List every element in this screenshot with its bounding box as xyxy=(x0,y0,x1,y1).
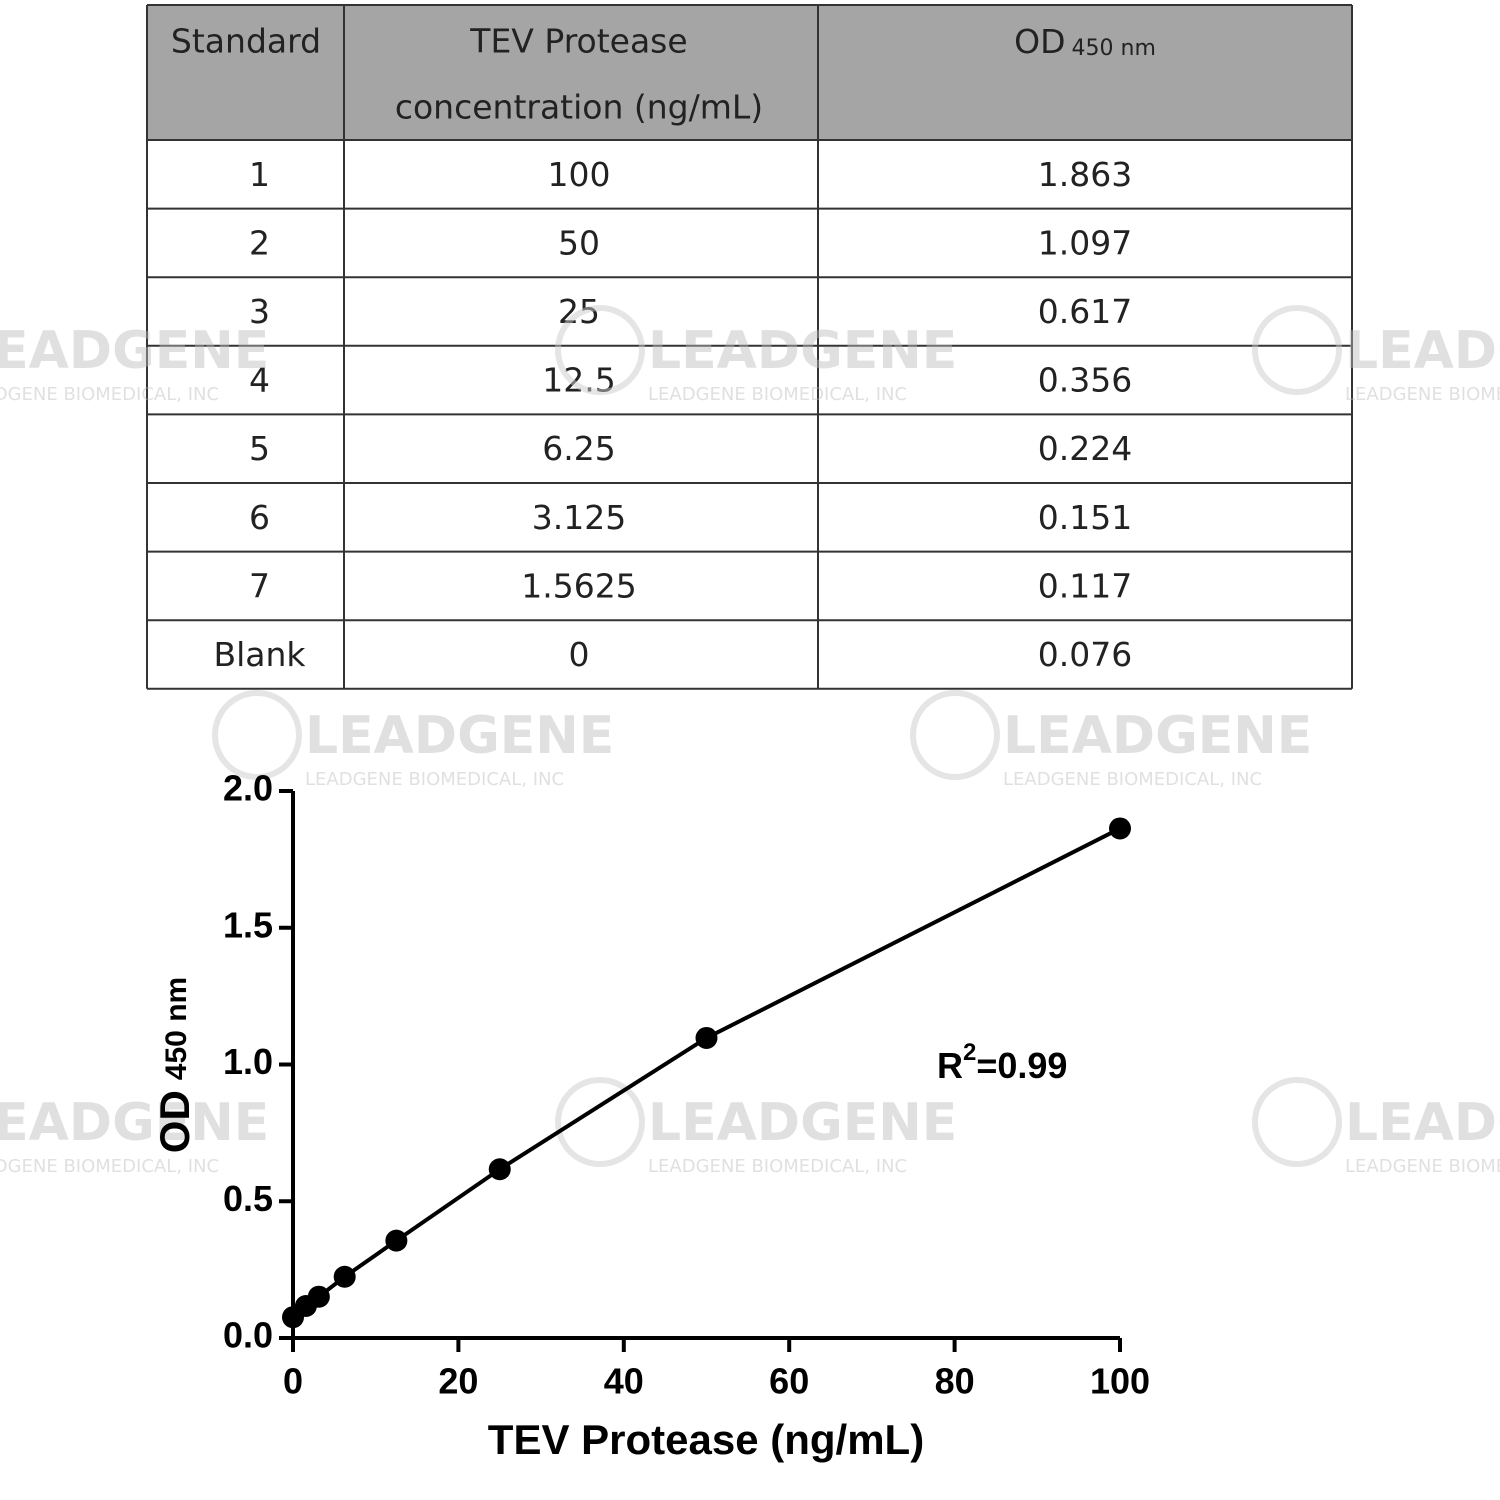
y-tick-label: 1.0 xyxy=(223,1041,273,1082)
watermark-brand: LEADGENE xyxy=(1345,1093,1500,1153)
table: Standard TEV Protease concentration (ng/mL… xyxy=(146,4,1353,690)
annotation-base: R xyxy=(937,1045,963,1086)
watermark-company: LEADGENE BIOMEDICAL, INC xyxy=(1003,769,1262,790)
watermark-company: LEADGENE BIOMEDICAL, INC xyxy=(1345,384,1500,405)
table-cell: 4 xyxy=(249,361,270,400)
x-tick-label: 80 xyxy=(935,1361,975,1402)
watermark: LEADGENE LEADGENE BIOMEDICAL, INC xyxy=(555,1077,957,1177)
watermark: LEADGENE LEADGENE BIOMEDICAL, INC xyxy=(0,1093,269,1177)
table-cell: 3 xyxy=(249,292,270,331)
x-tick-label: 0 xyxy=(283,1361,303,1402)
watermark-logo xyxy=(910,690,1000,780)
header-sub: 450 nm xyxy=(1072,36,1156,61)
table-cell: 2 xyxy=(249,223,270,262)
table-cell: Blank xyxy=(213,635,306,674)
table-cell: 6 xyxy=(249,498,270,537)
table-cell: 7 xyxy=(249,566,270,605)
table-cell: 0.617 xyxy=(1038,292,1132,331)
header-text: OD xyxy=(1014,22,1065,61)
watermark-brand: LEADGENE xyxy=(1345,321,1500,381)
data-point xyxy=(695,1026,718,1049)
table-cell: 5 xyxy=(249,429,270,468)
header-cell: concentration (ng/mL) xyxy=(395,88,763,127)
x-tick-label: 100 xyxy=(1090,1361,1150,1402)
data-point xyxy=(1109,817,1131,840)
watermark-logo xyxy=(555,1077,645,1167)
y-axis-title: OD 450 nm xyxy=(151,977,198,1153)
header-cell: Standard xyxy=(171,22,321,61)
data-point xyxy=(282,1306,304,1329)
watermark-brand: LEADGENE xyxy=(0,321,269,381)
table-cell: 0.076 xyxy=(1038,635,1132,674)
data-point xyxy=(488,1158,511,1181)
header-cell: OD 450 nm xyxy=(1014,22,1156,62)
y-axis-title-text: OD xyxy=(151,1090,198,1153)
watermark-company: LEADGENE BIOMEDICAL, INC xyxy=(1345,1156,1500,1177)
watermark: LEADGENE LEADGENE BIOMEDICAL, INC xyxy=(910,690,1312,790)
x-tick-label: 20 xyxy=(438,1361,478,1402)
watermark: LEADGENE LEADGENE BIOMEDICAL, INC xyxy=(1252,305,1500,405)
watermark-logo xyxy=(1252,1077,1342,1167)
watermark-company: LEADGENE BIOMEDICAL, INC xyxy=(0,384,219,405)
table-cell: 0 xyxy=(569,635,590,674)
table-cell: 3.125 xyxy=(532,498,626,537)
watermark: LEADGENE LEADGENE BIOMEDICAL, INC xyxy=(555,305,957,405)
data-point xyxy=(385,1229,408,1252)
data-point xyxy=(333,1265,356,1288)
y-tick-label: 0.0 xyxy=(223,1315,273,1356)
watermark-company: LEADGENE BIOMEDICAL, INC xyxy=(648,384,907,405)
header-bg xyxy=(147,5,1352,140)
header-cell: TEV Protease xyxy=(469,22,687,61)
y-tick-label: 1.5 xyxy=(223,904,273,945)
table-cell: 1.5625 xyxy=(521,566,636,605)
x-axis-title: TEV Protease (ng/mL) xyxy=(488,1416,924,1463)
watermark: LEADGENE LEADGENE BIOMEDICAL, INC xyxy=(212,690,614,790)
annotation: R2=0.99 xyxy=(937,1039,1067,1085)
x-tick-label: 60 xyxy=(769,1361,809,1402)
watermark-brand: LEADGENE xyxy=(648,321,957,381)
watermark-company: LEADGENE BIOMEDICAL, INC xyxy=(305,769,564,790)
table-cell: 1.097 xyxy=(1038,223,1132,262)
x-tick-label: 40 xyxy=(604,1361,644,1402)
watermark-company: LEADGENE BIOMEDICAL, INC xyxy=(648,1156,907,1177)
table-cell: 1.863 xyxy=(1038,155,1132,194)
y-axis-title-sub: 450 nm xyxy=(160,977,193,1080)
watermark-company: LEADGENE BIOMEDICAL, INC xyxy=(0,1156,219,1177)
watermark-logo xyxy=(212,690,302,780)
watermark: LEADGENE LEADGENE BIOMEDICAL, INC xyxy=(1252,1077,1500,1177)
watermark-brand: LEADGENE xyxy=(305,706,614,766)
annotation-text: =0.99 xyxy=(976,1045,1067,1086)
table-cell: 1 xyxy=(249,155,270,194)
watermark-brand: LEADGENE xyxy=(648,1093,957,1153)
table-cell: 6.25 xyxy=(542,429,615,468)
watermark: LEADGENE LEADGENE BIOMEDICAL, INC xyxy=(0,321,269,405)
table-cell: 0.356 xyxy=(1038,361,1132,400)
table-cell: 100 xyxy=(548,155,611,194)
table-cell: 0.117 xyxy=(1038,566,1132,605)
annotation-sup: 2 xyxy=(963,1039,976,1066)
table-cell: 50 xyxy=(558,223,600,262)
watermark-logo xyxy=(555,305,645,395)
watermark-brand: LEADGENE xyxy=(1003,706,1312,766)
y-tick-label: 2.0 xyxy=(223,768,273,809)
table-cell: 0.151 xyxy=(1038,498,1132,537)
y-tick-label: 0.5 xyxy=(223,1178,273,1219)
table-cell: 0.224 xyxy=(1038,429,1132,468)
watermark-logo xyxy=(1252,305,1342,395)
watermark-brand: LEADGENE xyxy=(0,1093,269,1153)
